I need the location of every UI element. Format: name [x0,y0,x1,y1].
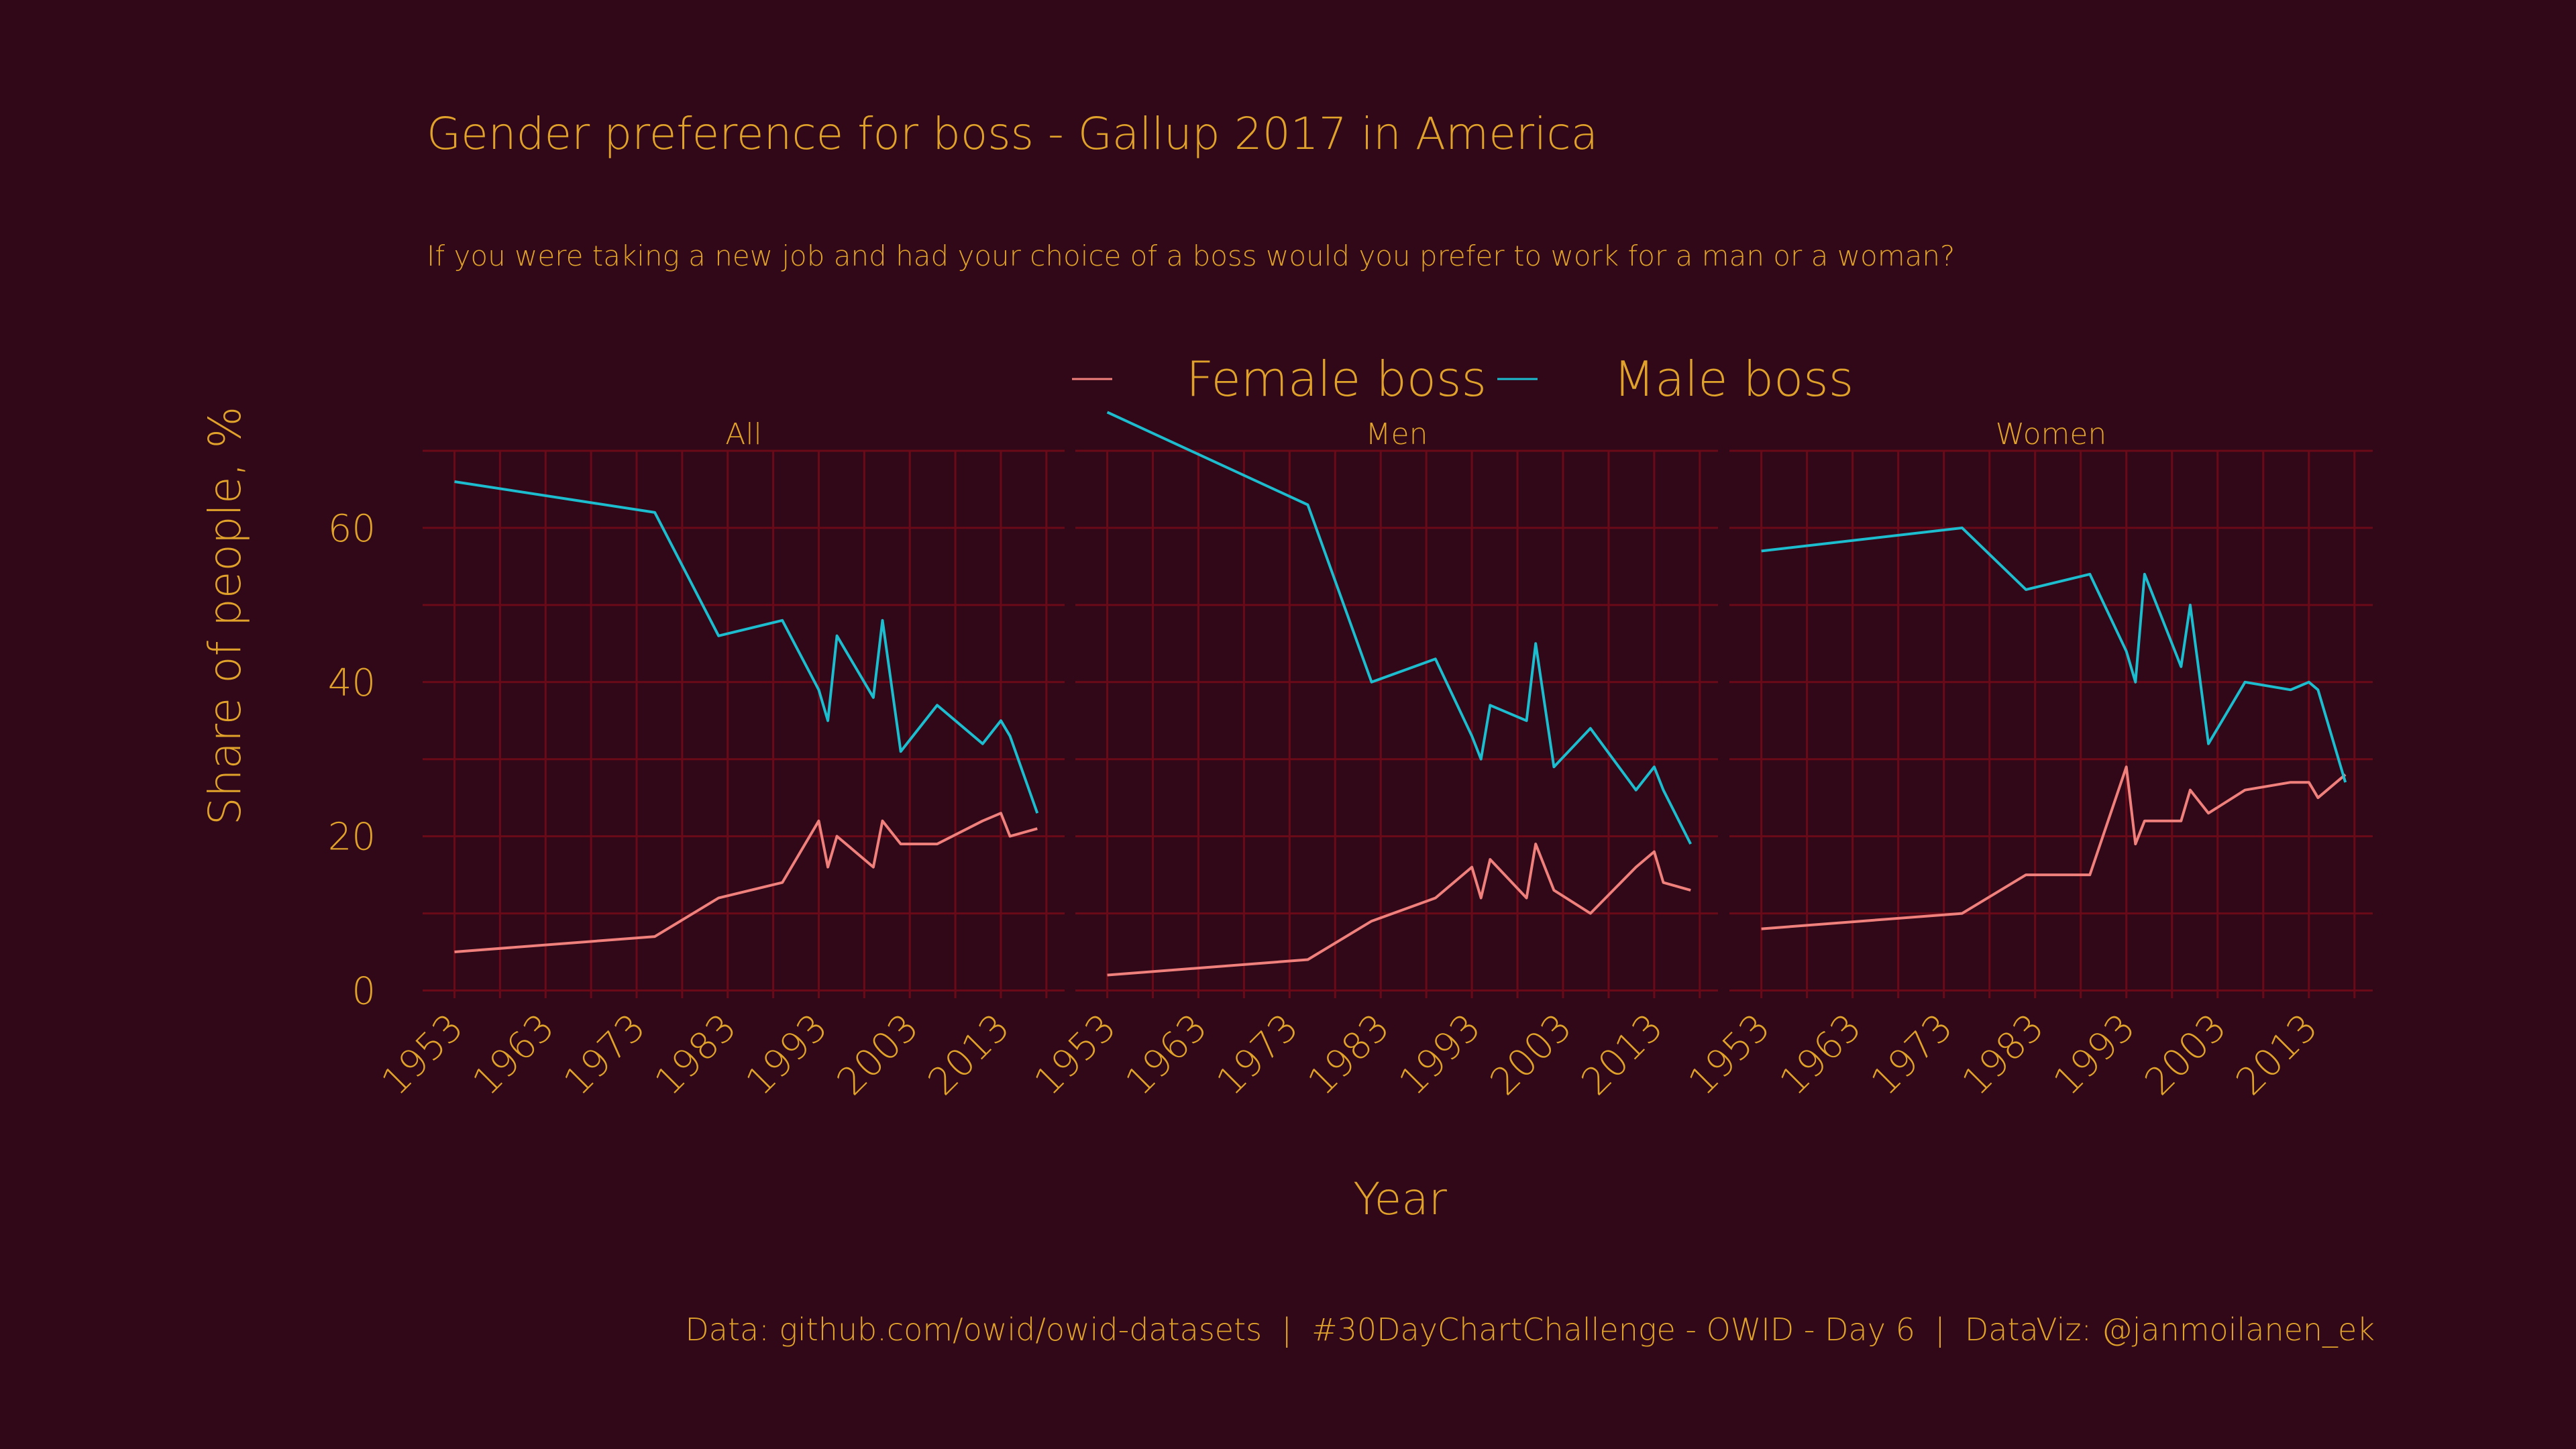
y-axis-title: Share of people, % [199,407,251,825]
x-tick-label: 1983 [1299,1006,1398,1104]
facet-label: Men [1366,417,1428,451]
x-tick-label: 2003 [828,1006,927,1104]
facet-label: All [725,417,762,451]
y-tick-label: 40 [328,661,376,705]
y-tick-label: 0 [352,970,376,1014]
series-line-male-boss [1106,411,1692,845]
series-line-female-boss [1107,843,1691,977]
legend-label-female: Female boss [1186,351,1487,407]
facet-label: Women [1996,417,2107,451]
x-tick-label: 1963 [1118,1006,1216,1104]
x-tick-label: 1963 [1772,1006,1870,1104]
x-tick-label: 2003 [2137,1006,2235,1104]
x-tick-label: 1953 [374,1006,472,1104]
x-tick-label: 1953 [1026,1006,1125,1104]
series-line-female-boss [1761,765,2347,930]
x-tick-label: 1973 [1208,1006,1307,1104]
x-tick-label: 1983 [1954,1006,2053,1104]
chart-title: Gender preference for boss - Gallup 2017… [427,108,1598,160]
x-tick-label: 1993 [2045,1006,2144,1104]
x-tick-label: 1953 [1680,1006,1779,1104]
series-line-female-boss [454,812,1038,953]
chart-subtitle: If you were taking a new job and had you… [427,239,1955,272]
x-tick-label: 1993 [1391,1006,1489,1104]
legend-label-male: Male boss [1613,351,1854,407]
x-tick-label: 2013 [920,1006,1018,1104]
legend: Female boss Male boss [1072,351,1854,407]
y-tick-label: 20 [328,816,376,859]
x-tick-label: 1983 [647,1006,745,1104]
facet-panels: All1953196319731983199320032013Men195319… [328,411,2373,1104]
series-line-male-boss [454,480,1039,814]
x-tick-label: 1963 [464,1006,563,1104]
x-tick-label: 1993 [738,1006,837,1104]
x-tick-label: 1973 [1863,1006,1962,1104]
x-tick-label: 2013 [1573,1006,1672,1104]
chart-caption: Data: github.com/owid/owid-datasets | #3… [685,1311,2375,1348]
x-tick-label: 1973 [555,1006,654,1104]
x-tick-label: 2013 [2228,1006,2326,1104]
x-tick-label: 2003 [1482,1006,1580,1104]
y-tick-label: 60 [328,507,376,551]
series-line-male-boss [1761,526,2347,783]
x-axis-title: Year [1353,1173,1448,1225]
